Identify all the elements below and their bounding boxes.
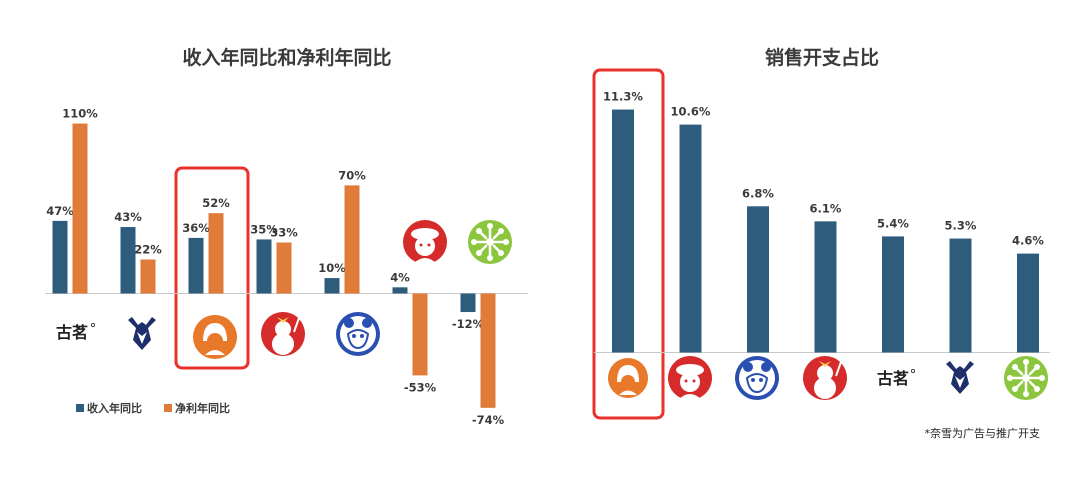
bar-sales-5 xyxy=(949,238,972,353)
logo-mixue-left xyxy=(261,312,305,356)
legend-label-profit: 净利年同比 xyxy=(175,401,230,415)
legend-label-revenue: 收入年同比 xyxy=(87,401,142,415)
bar-revenue-4 xyxy=(324,278,340,294)
right-highlight-frame xyxy=(592,68,665,420)
logo-nayuki-left xyxy=(403,220,447,264)
value-label-sales-3: 6.1% xyxy=(810,201,842,215)
bar-revenue-5 xyxy=(392,287,408,294)
value-label-revenue-5: 4% xyxy=(390,270,410,284)
bar-sales-4 xyxy=(882,236,904,353)
value-label-profit-1: 22% xyxy=(134,243,162,257)
logo-hushangayi-left xyxy=(128,317,156,350)
logo-qifentian-left xyxy=(468,220,512,264)
value-label-sales-0: 11.3% xyxy=(603,90,643,104)
bar-sales-0 xyxy=(612,109,634,353)
value-label-profit-3: 33% xyxy=(270,226,298,240)
left-bar-layer: 47% 110% 43% 22% 36% 52% 35%33% 10% 70% 4% -53% -12… xyxy=(46,107,504,427)
logo-guming-right: 古茗 xyxy=(877,368,916,388)
bar-profit-6 xyxy=(480,293,496,408)
value-label-revenue-3: 35% xyxy=(250,222,278,236)
left-highlight-frame xyxy=(174,166,250,370)
value-label-revenue-0: 47% xyxy=(46,204,74,218)
bar-profit-3 xyxy=(276,242,292,294)
value-label-sales-2: 6.8% xyxy=(742,186,774,200)
value-label-profit-5: -53% xyxy=(404,380,437,394)
value-label-profit-0: 110% xyxy=(62,107,98,121)
value-label-revenue-6: -12% xyxy=(452,317,485,331)
bar-profit-4 xyxy=(344,185,360,294)
value-label-revenue-1: 43% xyxy=(114,210,142,224)
bar-sales-3 xyxy=(814,221,837,353)
value-label-profit-6: -74% xyxy=(472,413,505,427)
value-label-sales-6: 4.6% xyxy=(1012,234,1044,248)
bar-sales-1 xyxy=(679,124,702,353)
logo-mixue-right xyxy=(803,356,847,400)
logo-bawang-right xyxy=(735,356,779,400)
bar-profit-2 xyxy=(208,213,224,294)
logo-bawang-left xyxy=(336,312,380,356)
guming-logo-text-right: 古茗 xyxy=(877,369,909,388)
bar-revenue-1 xyxy=(120,227,136,294)
value-label-profit-2: 52% xyxy=(202,196,230,210)
bar-revenue-0 xyxy=(52,220,68,294)
bar-sales-2 xyxy=(747,206,769,353)
bar-profit-1 xyxy=(140,259,156,294)
logo-qifentian-right xyxy=(1004,356,1048,400)
bar-profit-5 xyxy=(412,293,428,376)
legend-swatch-revenue xyxy=(76,404,84,412)
bar-sales-6 xyxy=(1017,253,1039,353)
logo-chabaidao-right xyxy=(608,358,648,398)
bar-revenue-3 xyxy=(256,239,272,294)
bar-revenue-2 xyxy=(188,237,204,294)
value-label-revenue-2: 36% xyxy=(182,221,210,235)
left-chart-title: 收入年同比和净利年同比 xyxy=(182,46,391,69)
bar-revenue-6 xyxy=(460,293,476,313)
bar-profit-0 xyxy=(72,123,88,294)
value-label-sales-4: 5.4% xyxy=(877,216,909,230)
logo-guming-left: 古茗 xyxy=(56,322,96,342)
logo-hushangayi-right xyxy=(946,361,974,394)
logo-chabaidao-left xyxy=(193,315,237,359)
left-legend: 收入年同比 净利年同比 xyxy=(76,401,230,415)
legend-swatch-profit xyxy=(164,404,172,412)
footnote: *奈雪为广告与推广开支 xyxy=(925,426,1041,440)
right-bar-layer: 11.3% 10.6% 6.8% 6.1% 5.4% 5.3% 4.6% xyxy=(603,90,1044,353)
right-chart-title: 销售开支占比 xyxy=(765,46,879,69)
value-label-sales-1: 10.6% xyxy=(671,105,711,119)
logo-nayuki-right xyxy=(668,356,712,400)
value-label-sales-5: 5.3% xyxy=(945,219,977,233)
guming-logo-text: 古茗 xyxy=(56,323,88,342)
value-label-revenue-4: 10% xyxy=(318,261,346,275)
value-label-profit-4: 70% xyxy=(338,168,366,182)
